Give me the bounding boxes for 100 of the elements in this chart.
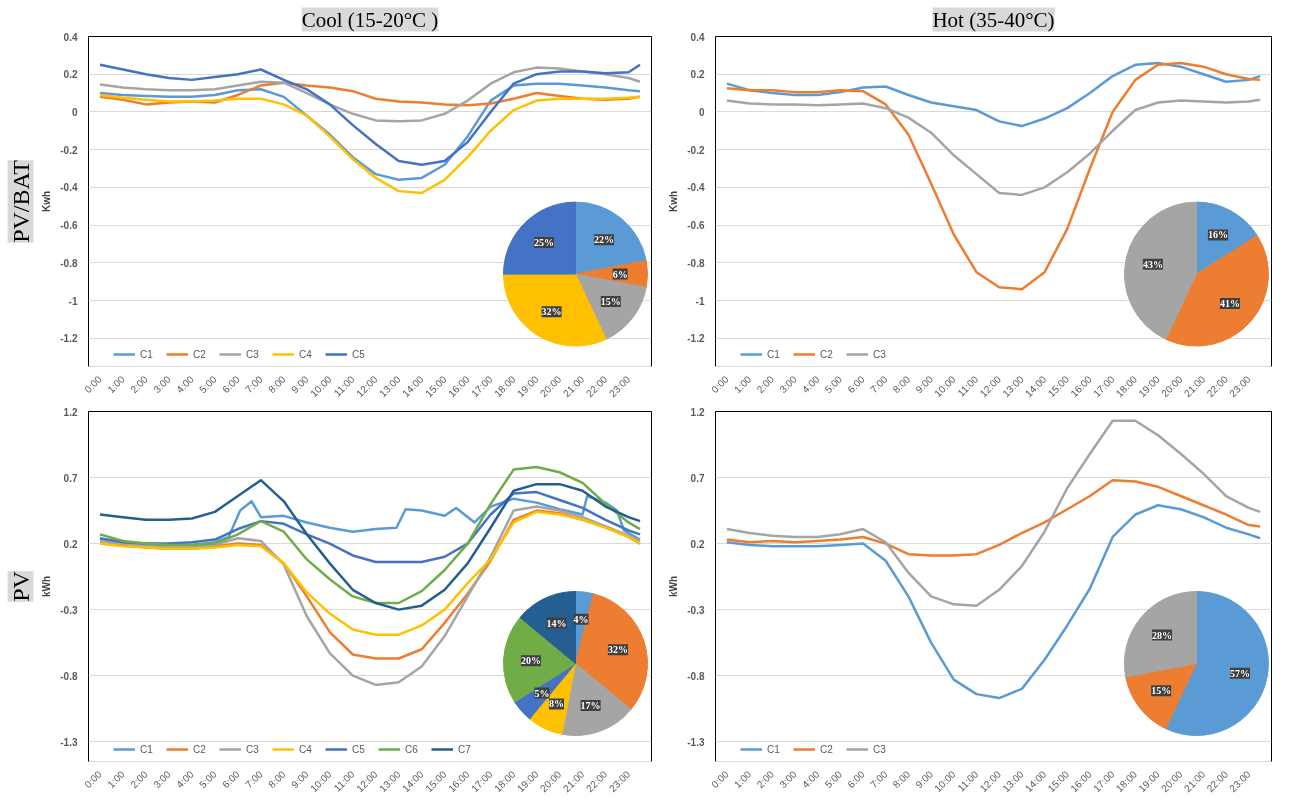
y-tick-label: -1 — [695, 295, 705, 307]
x-tick-label: 1:00 — [731, 373, 754, 396]
legend-label: C2 — [193, 348, 207, 360]
data-label: 41% — [1219, 298, 1240, 310]
legend-label: C6 — [405, 743, 419, 755]
y-axis-title: Kwh — [668, 190, 680, 213]
data-label: 28% — [1152, 629, 1173, 641]
y-axis-title: Kwh — [41, 190, 53, 213]
y-axis-title: kWh — [41, 575, 53, 598]
data-label: 15% — [600, 295, 621, 307]
legend-label: C3 — [873, 743, 887, 755]
x-tick-label: 9:00 — [289, 373, 312, 396]
legend-label: C4 — [299, 348, 313, 360]
y-tick-label: 0.2 — [63, 69, 78, 81]
chart-title: Cool (15-20°C ) — [301, 7, 439, 32]
y-tick-label: -0.6 — [687, 220, 705, 232]
y-tick-label: -0.8 — [60, 670, 78, 682]
x-tick-label: 1:00 — [731, 768, 754, 791]
y-tick-label: -0.4 — [60, 182, 78, 194]
x-tick-label: 5:00 — [197, 373, 220, 396]
x-tick-label: 0:00 — [709, 768, 732, 791]
data-label: 32% — [541, 306, 562, 318]
legend-label: C2 — [820, 743, 834, 755]
data-label: 22% — [593, 234, 614, 246]
legend-label: C2 — [820, 348, 834, 360]
legend-label: C4 — [299, 743, 313, 755]
x-tick-label: 9:00 — [913, 373, 936, 396]
y-tick-label: 1.2 — [63, 406, 78, 418]
y-tick-label: -0.3 — [60, 604, 78, 616]
x-tick-label: 1:00 — [105, 768, 128, 791]
x-tick-label: 3:00 — [151, 768, 174, 791]
x-tick-label: 8:00 — [890, 373, 913, 396]
y-tick-label: -0.8 — [687, 670, 705, 682]
x-tick-label: 5:00 — [822, 373, 845, 396]
y-tick-label: -0.3 — [687, 604, 705, 616]
x-tick-label: 7:00 — [868, 373, 890, 396]
legend-label: C5 — [352, 348, 366, 360]
x-tick-label: 7:00 — [868, 768, 890, 791]
y-tick-label: -1.3 — [687, 736, 705, 748]
y-tick-label: 0.7 — [63, 472, 78, 484]
x-tick-label: 1:00 — [105, 373, 128, 396]
data-label: 17% — [580, 700, 601, 711]
x-tick-label: 0:00 — [709, 373, 732, 396]
x-tick-label: 9:00 — [913, 768, 936, 791]
data-label: 4% — [573, 613, 589, 625]
legend-label: C3 — [246, 348, 260, 360]
x-tick-label: 4:00 — [799, 768, 822, 791]
y-tick-label: 0 — [71, 106, 78, 118]
legend-label: C1 — [140, 743, 154, 755]
x-tick-label: 0:00 — [82, 768, 105, 791]
y-tick-label: 0.2 — [690, 69, 705, 81]
x-tick-label: 6:00 — [220, 768, 243, 791]
x-tick-label: 3:00 — [777, 373, 800, 396]
data-label: 20% — [520, 655, 541, 667]
text: PV/BAT — [7, 159, 34, 243]
data-label: 14% — [546, 617, 567, 629]
x-tick-label: 8:00 — [266, 373, 289, 396]
x-tick-label: 4:00 — [174, 373, 197, 396]
y-tick-label: -0.2 — [687, 144, 705, 156]
y-tick-label: -1 — [68, 295, 78, 307]
data-label: 32% — [607, 644, 628, 656]
data-label: 43% — [1142, 258, 1163, 270]
x-tick-label: 3:00 — [777, 768, 800, 791]
y-tick-label: -0.2 — [60, 144, 78, 156]
y-axis-title: kWh — [668, 575, 680, 598]
data-label: 25% — [533, 237, 554, 249]
x-tick-label: 4:00 — [799, 373, 822, 396]
legend-label: C5 — [352, 743, 366, 755]
chart-title: Hot (35-40°C) — [932, 7, 1055, 32]
y-tick-label: 1.2 — [690, 406, 705, 418]
x-tick-label: 6:00 — [845, 768, 868, 791]
data-label: 5% — [534, 687, 550, 699]
data-label: 57% — [1230, 667, 1250, 679]
y-tick-label: -0.8 — [60, 257, 78, 269]
y-tick-label: 0.7 — [690, 472, 705, 484]
y-tick-label: -0.6 — [60, 220, 78, 232]
x-tick-label: 9:00 — [289, 768, 312, 791]
y-tick-label: 0.4 — [63, 31, 78, 43]
y-tick-label: 0.4 — [690, 31, 705, 43]
y-tick-label: 0.2 — [63, 538, 78, 550]
x-tick-label: 4:00 — [174, 768, 197, 791]
x-tick-label: 3:00 — [151, 373, 174, 396]
x-tick-label: 8:00 — [266, 768, 289, 791]
x-tick-label: 7:00 — [243, 373, 266, 396]
legend-label: C1 — [140, 348, 154, 360]
text: PV — [7, 570, 34, 602]
data-label: 15% — [1151, 685, 1172, 697]
y-tick-label: 0.2 — [690, 538, 705, 550]
y-tick-label: -1.2 — [687, 333, 705, 345]
y-tick-label: -0.8 — [687, 257, 705, 269]
y-tick-label: -1.2 — [60, 333, 78, 345]
y-tick-label: -1.3 — [60, 736, 78, 748]
data-label: 6% — [612, 268, 628, 280]
x-tick-label: 5:00 — [822, 768, 845, 791]
x-tick-label: 6:00 — [845, 373, 868, 396]
data-label: 16% — [1207, 229, 1228, 241]
data-label: 8% — [548, 698, 564, 710]
x-tick-label: 5:00 — [197, 768, 220, 791]
legend-label: C3 — [873, 348, 887, 360]
legend-label: C7 — [458, 743, 472, 755]
